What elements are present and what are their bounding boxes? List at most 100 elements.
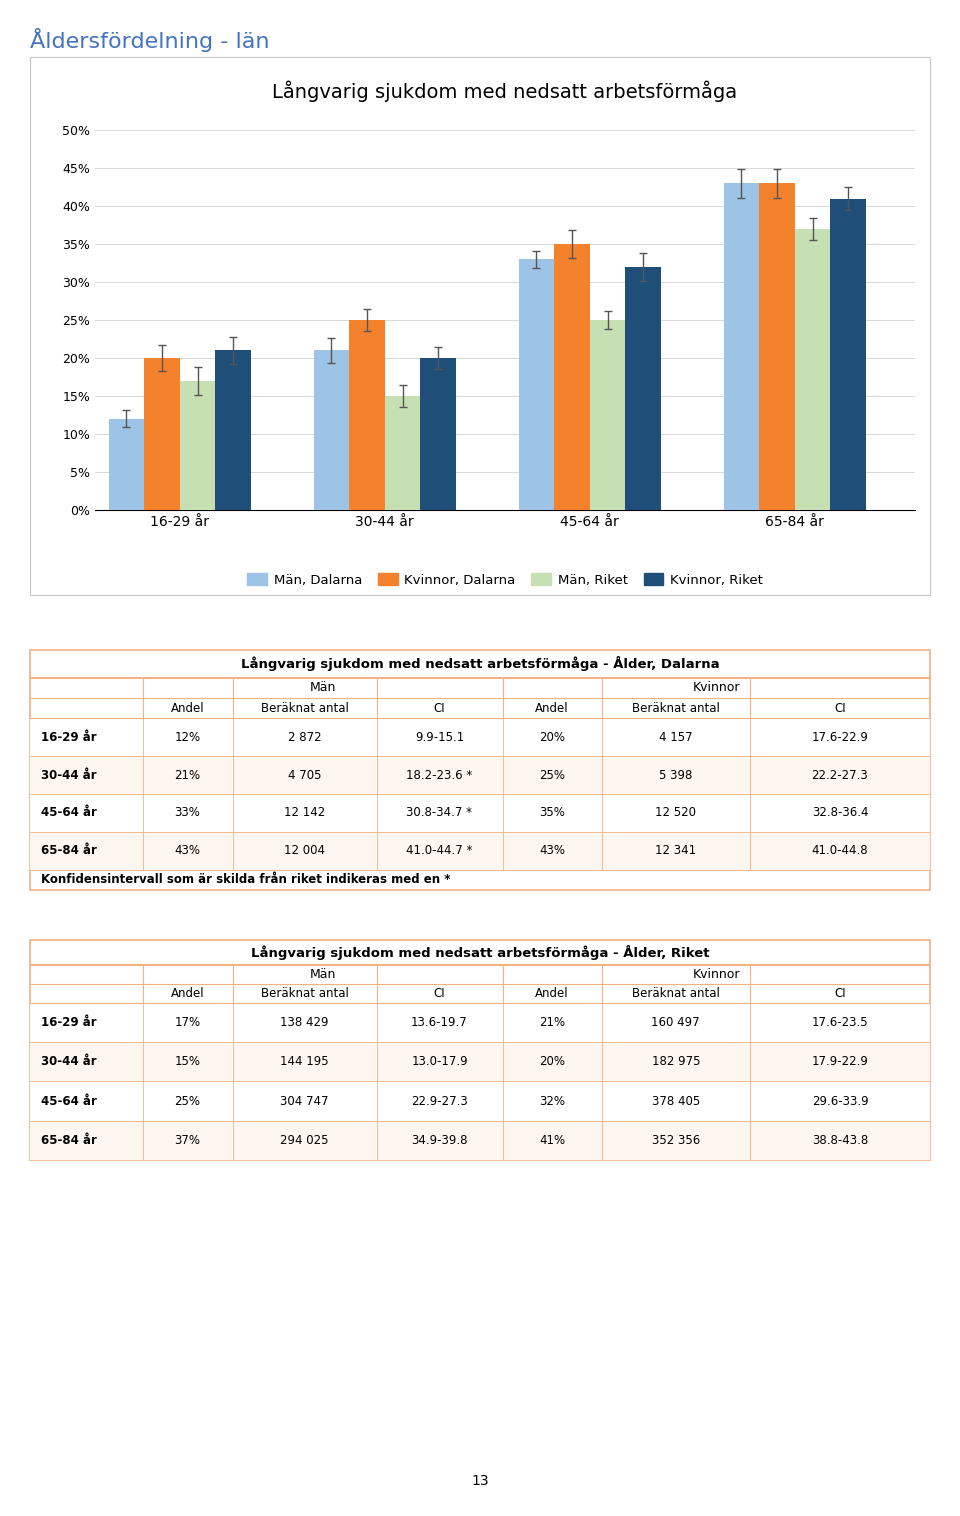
Text: 22.9-27.3: 22.9-27.3 [411,1095,468,1108]
Text: 17.6-23.5: 17.6-23.5 [812,1016,868,1029]
Text: 21%: 21% [539,1016,565,1029]
Text: Andel: Andel [535,987,569,1001]
Text: 30.8-34.7 *: 30.8-34.7 * [406,807,472,820]
Bar [724,183,759,509]
Text: 15%: 15% [175,1055,201,1069]
Bar [30,832,930,870]
Bar [30,794,930,832]
Bar [180,381,215,509]
Bar [554,244,589,509]
Bar [830,199,866,509]
Text: 12 341: 12 341 [655,844,696,857]
Text: 45-64 år: 45-64 år [40,1095,97,1108]
Text: 33%: 33% [175,807,201,820]
Text: 20%: 20% [539,1055,565,1069]
Bar [30,756,930,794]
Text: Andel: Andel [171,702,204,714]
Text: 12 004: 12 004 [284,844,325,857]
Text: 65-84 år: 65-84 år [40,1134,97,1146]
Text: 4 157: 4 157 [659,731,692,744]
Text: 20%: 20% [539,731,565,744]
Text: 13.0-17.9: 13.0-17.9 [411,1055,468,1069]
Bar [30,719,930,756]
Text: 32.8-36.4: 32.8-36.4 [812,807,868,820]
Text: 41.0-44.8: 41.0-44.8 [812,844,868,857]
Text: 378 405: 378 405 [652,1095,700,1108]
Bar [30,1081,930,1120]
Bar [30,1120,930,1160]
Text: Konfidensintervall som är skilda från riket indikeras med en *: Konfidensintervall som är skilda från ri… [40,873,450,887]
Bar [625,267,660,509]
Text: 12 142: 12 142 [284,807,325,820]
Text: 41.0-44.7 *: 41.0-44.7 * [406,844,472,857]
Text: 304 747: 304 747 [280,1095,328,1108]
Text: Åldersfördelning - län: Åldersfördelning - län [30,27,270,52]
Text: CI: CI [834,702,846,714]
Text: 352 356: 352 356 [652,1134,700,1146]
Bar [795,229,830,509]
Text: 182 975: 182 975 [652,1055,700,1069]
Text: Beräknat antal: Beräknat antal [632,702,720,714]
Bar [589,320,625,509]
Bar [420,358,456,509]
Text: 17.9-22.9: 17.9-22.9 [811,1055,869,1069]
Text: 22.2-27.3: 22.2-27.3 [811,769,869,782]
Text: 41%: 41% [539,1134,565,1146]
Text: 38.8-43.8: 38.8-43.8 [812,1134,868,1146]
Bar [30,58,930,594]
Bar [385,396,420,509]
Text: 43%: 43% [539,844,565,857]
Bar [314,350,349,509]
Bar [759,183,795,509]
Text: Män: Män [309,969,336,981]
Text: Kvinnor: Kvinnor [692,681,740,694]
Text: Andel: Andel [535,702,569,714]
Text: Män: Män [309,681,336,694]
Bar [30,940,930,1160]
Text: 25%: 25% [175,1095,201,1108]
Text: 13: 13 [471,1474,489,1489]
Text: 30-44 år: 30-44 år [40,1055,96,1069]
Text: 16-29 år: 16-29 år [40,731,96,744]
Text: 17%: 17% [175,1016,201,1029]
Text: Kvinnor: Kvinnor [692,969,740,981]
Text: 43%: 43% [175,844,201,857]
Text: 65-84 år: 65-84 år [40,844,97,857]
Text: 12 520: 12 520 [656,807,696,820]
Bar [518,259,554,509]
Text: 37%: 37% [175,1134,201,1146]
Text: 18.2-23.6 *: 18.2-23.6 * [406,769,472,782]
Text: Beräknat antal: Beräknat antal [260,702,348,714]
Text: 294 025: 294 025 [280,1134,328,1146]
Text: Långvarig sjukdom med nedsatt arbetsförmåga - Ålder, Riket: Långvarig sjukdom med nedsatt arbetsförm… [251,944,709,960]
Text: 29.6-33.9: 29.6-33.9 [812,1095,868,1108]
Text: 160 497: 160 497 [652,1016,700,1029]
Text: 32%: 32% [539,1095,565,1108]
Bar [108,418,144,509]
Text: Beräknat antal: Beräknat antal [260,987,348,1001]
Text: CI: CI [834,987,846,1001]
Text: 2 872: 2 872 [288,731,322,744]
Text: CI: CI [434,987,445,1001]
Text: 13.6-19.7: 13.6-19.7 [411,1016,468,1029]
Text: 5 398: 5 398 [660,769,692,782]
Text: 21%: 21% [175,769,201,782]
Text: 12%: 12% [175,731,201,744]
Text: Långvarig sjukdom med nedsatt arbetsförmåga - Ålder, Dalarna: Långvarig sjukdom med nedsatt arbetsförm… [241,656,719,672]
Text: 144 195: 144 195 [280,1055,329,1069]
Bar [349,320,385,509]
Text: 45-64 år: 45-64 år [40,807,97,820]
Text: Andel: Andel [171,987,204,1001]
Bar [30,1002,930,1041]
Text: CI: CI [434,702,445,714]
Title: Långvarig sjukdom med nedsatt arbetsförmåga: Långvarig sjukdom med nedsatt arbetsförm… [273,80,737,103]
Text: 25%: 25% [539,769,565,782]
Bar [144,358,180,509]
Text: 35%: 35% [540,807,564,820]
Bar [30,1041,930,1081]
Text: Beräknat antal: Beräknat antal [632,987,720,1001]
Text: 17.6-22.9: 17.6-22.9 [811,731,869,744]
Legend: Män, Dalarna, Kvinnor, Dalarna, Män, Riket, Kvinnor, Riket: Män, Dalarna, Kvinnor, Dalarna, Män, Rik… [242,568,768,591]
Text: 4 705: 4 705 [288,769,322,782]
Text: 138 429: 138 429 [280,1016,328,1029]
